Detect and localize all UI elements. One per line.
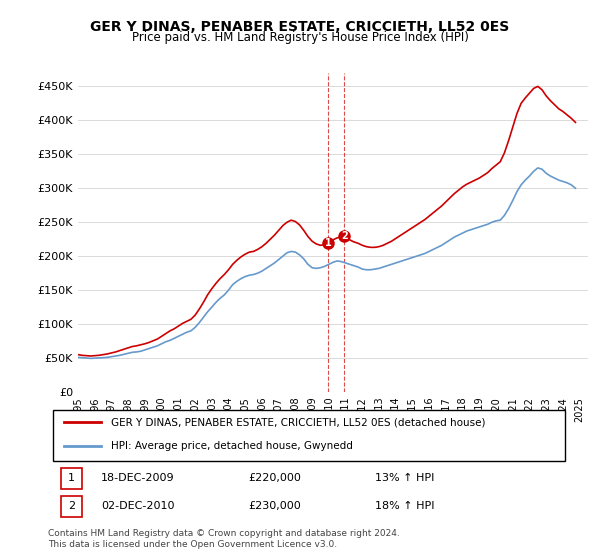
Text: 1: 1 bbox=[325, 237, 332, 248]
Text: HPI: Average price, detached house, Gwynedd: HPI: Average price, detached house, Gwyn… bbox=[112, 441, 353, 451]
Text: Contains HM Land Registry data © Crown copyright and database right 2024.
This d: Contains HM Land Registry data © Crown c… bbox=[48, 529, 400, 549]
Text: 2: 2 bbox=[341, 231, 347, 241]
FancyBboxPatch shape bbox=[61, 468, 82, 489]
Text: 1: 1 bbox=[68, 473, 75, 483]
Text: Price paid vs. HM Land Registry's House Price Index (HPI): Price paid vs. HM Land Registry's House … bbox=[131, 31, 469, 44]
Text: GER Y DINAS, PENABER ESTATE, CRICCIETH, LL52 0ES: GER Y DINAS, PENABER ESTATE, CRICCIETH, … bbox=[91, 20, 509, 34]
Text: GER Y DINAS, PENABER ESTATE, CRICCIETH, LL52 0ES (detached house): GER Y DINAS, PENABER ESTATE, CRICCIETH, … bbox=[112, 417, 486, 427]
Text: 2: 2 bbox=[68, 501, 76, 511]
Text: 18% ↑ HPI: 18% ↑ HPI bbox=[376, 501, 435, 511]
Text: 02-DEC-2010: 02-DEC-2010 bbox=[101, 501, 175, 511]
Text: £230,000: £230,000 bbox=[248, 501, 301, 511]
Text: 18-DEC-2009: 18-DEC-2009 bbox=[101, 473, 175, 483]
FancyBboxPatch shape bbox=[53, 410, 565, 461]
Text: 13% ↑ HPI: 13% ↑ HPI bbox=[376, 473, 435, 483]
Text: £220,000: £220,000 bbox=[248, 473, 302, 483]
FancyBboxPatch shape bbox=[61, 496, 82, 517]
